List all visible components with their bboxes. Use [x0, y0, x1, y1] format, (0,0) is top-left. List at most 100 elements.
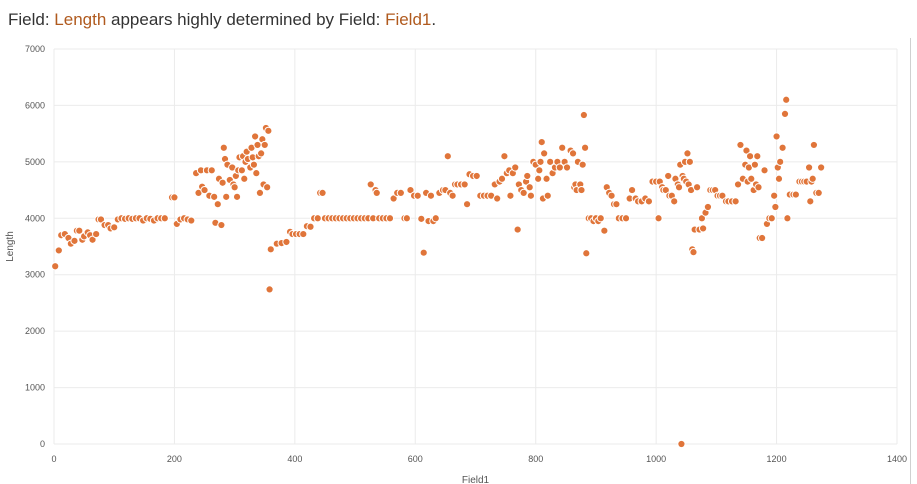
data-point[interactable] — [783, 214, 792, 223]
data-point[interactable] — [51, 262, 60, 271]
data-point[interactable] — [266, 245, 275, 254]
data-point[interactable] — [237, 166, 246, 175]
data-point[interactable] — [402, 214, 411, 223]
data-point[interactable] — [753, 152, 762, 161]
data-point[interactable] — [251, 132, 260, 141]
data-point[interactable] — [771, 202, 780, 212]
data-point[interactable] — [75, 226, 84, 235]
data-point[interactable] — [776, 157, 785, 166]
data-point[interactable] — [506, 191, 515, 200]
data-point[interactable] — [443, 152, 452, 161]
data-point[interactable] — [600, 226, 609, 235]
data-point[interactable] — [260, 140, 269, 150]
data-point[interactable] — [806, 197, 815, 206]
data-point[interactable] — [670, 197, 679, 206]
data-point[interactable] — [497, 174, 507, 183]
data-point[interactable] — [772, 132, 781, 141]
data-point[interactable] — [110, 223, 119, 232]
data-point[interactable] — [240, 174, 249, 183]
data-point[interactable] — [689, 248, 698, 257]
data-point[interactable] — [88, 235, 97, 244]
data-point[interactable] — [562, 163, 572, 172]
data-point[interactable] — [493, 194, 502, 203]
data-point[interactable] — [299, 229, 308, 239]
data-point[interactable] — [222, 192, 231, 201]
data-point[interactable] — [697, 214, 707, 223]
data-point[interactable] — [54, 246, 63, 255]
data-point[interactable] — [265, 285, 274, 294]
data-point[interactable] — [607, 191, 616, 200]
data-point[interactable] — [366, 180, 375, 189]
data-point[interactable] — [817, 163, 826, 172]
data-point[interactable] — [213, 200, 222, 209]
data-point[interactable] — [385, 214, 395, 223]
data-point[interactable] — [661, 185, 670, 195]
data-point[interactable] — [92, 229, 101, 239]
data-point[interactable] — [187, 216, 196, 225]
data-point[interactable] — [372, 188, 381, 197]
data-point[interactable] — [747, 174, 756, 183]
data-point[interactable] — [808, 174, 817, 183]
data-point[interactable] — [526, 191, 535, 200]
data-point[interactable] — [249, 160, 259, 169]
data-point[interactable] — [500, 152, 509, 161]
data-point[interactable] — [257, 149, 266, 158]
data-point[interactable] — [210, 192, 219, 201]
data-point[interactable] — [621, 214, 631, 223]
data-point[interactable] — [535, 166, 544, 175]
data-point[interactable] — [313, 214, 322, 223]
data-point[interactable] — [579, 110, 588, 120]
data-point[interactable] — [703, 202, 713, 212]
data-point[interactable] — [754, 183, 763, 192]
data-point[interactable] — [537, 138, 546, 147]
data-point[interactable] — [542, 174, 551, 183]
title-field-field1[interactable]: Field1 — [385, 10, 432, 29]
data-point[interactable] — [677, 439, 686, 449]
data-point[interactable] — [519, 188, 528, 197]
data-point[interactable] — [263, 183, 272, 192]
data-point[interactable] — [596, 214, 605, 223]
data-point[interactable] — [760, 166, 769, 175]
data-point[interactable] — [170, 193, 179, 202]
data-point[interactable] — [513, 225, 522, 234]
data-point[interactable] — [232, 192, 242, 201]
data-point[interactable] — [683, 149, 692, 158]
data-point[interactable] — [692, 183, 702, 192]
data-point[interactable] — [96, 215, 106, 224]
data-point[interactable] — [417, 214, 426, 223]
data-point[interactable] — [742, 146, 751, 155]
data-point[interactable] — [699, 224, 708, 233]
data-point[interactable] — [523, 171, 532, 181]
data-point[interactable] — [644, 197, 654, 206]
data-point[interactable] — [540, 149, 549, 158]
data-point[interactable] — [70, 236, 79, 245]
data-point[interactable] — [774, 174, 784, 183]
data-point[interactable] — [767, 214, 776, 223]
data-point[interactable] — [217, 220, 226, 230]
data-point[interactable] — [525, 183, 534, 192]
data-point[interactable] — [389, 194, 398, 203]
data-point[interactable] — [577, 185, 586, 195]
data-point[interactable] — [568, 149, 578, 158]
data-point[interactable] — [778, 143, 787, 152]
data-point[interactable] — [426, 191, 436, 200]
data-point[interactable] — [580, 143, 590, 152]
data-point[interactable] — [462, 200, 472, 209]
data-point[interactable] — [218, 178, 227, 187]
data-point[interactable] — [578, 160, 587, 169]
data-point[interactable] — [472, 171, 481, 181]
data-point[interactable] — [406, 185, 415, 195]
data-point[interactable] — [219, 143, 228, 152]
data-point[interactable] — [306, 222, 315, 231]
data-point[interactable] — [558, 143, 567, 152]
data-point[interactable] — [431, 214, 440, 223]
data-point[interactable] — [733, 180, 743, 189]
data-point[interactable] — [674, 183, 684, 192]
data-point[interactable] — [448, 191, 457, 200]
data-point[interactable] — [419, 248, 428, 257]
data-point[interactable] — [780, 109, 790, 118]
data-point[interactable] — [534, 174, 543, 183]
data-point[interactable] — [731, 197, 740, 206]
data-point[interactable] — [252, 169, 261, 178]
data-point[interactable] — [207, 166, 216, 175]
